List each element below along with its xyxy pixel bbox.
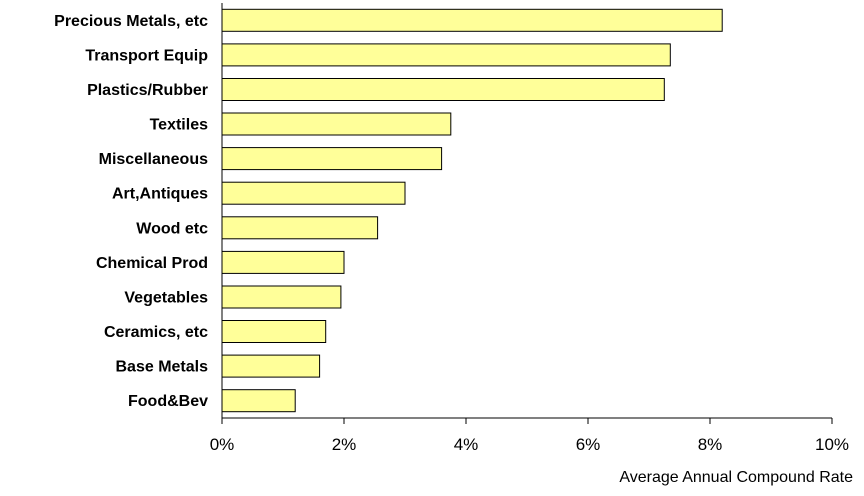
bar bbox=[221, 285, 342, 309]
category-label: Art,Antiques bbox=[112, 186, 208, 203]
x-tick-label: 10% bbox=[815, 435, 849, 454]
bar-group bbox=[221, 8, 723, 413]
bar bbox=[221, 8, 723, 32]
bar bbox=[221, 320, 327, 343]
bar bbox=[221, 43, 671, 67]
category-label: Miscellaneous bbox=[99, 151, 208, 168]
x-tick-label: 6% bbox=[576, 435, 601, 454]
bar bbox=[221, 216, 379, 240]
bar bbox=[221, 147, 443, 171]
bar bbox=[221, 112, 452, 136]
category-label: Base Metals bbox=[116, 359, 209, 376]
bar bbox=[221, 354, 321, 378]
x-tick-label: 2% bbox=[332, 435, 357, 454]
x-tick-label: 4% bbox=[454, 435, 479, 454]
category-labels: Precious Metals, etc Transport Equip Plast… bbox=[54, 13, 208, 410]
category-label: Precious Metals, etc bbox=[54, 13, 208, 30]
bar bbox=[221, 78, 665, 101]
bar bbox=[221, 181, 406, 205]
category-label: Plastics/Rubber bbox=[87, 82, 208, 99]
category-label: Chemical Prod bbox=[96, 255, 208, 272]
category-label: Ceramics, etc bbox=[104, 324, 208, 341]
category-label: Vegetables bbox=[124, 290, 208, 307]
x-tick-label: 8% bbox=[698, 435, 723, 454]
category-label: Transport Equip bbox=[85, 47, 208, 64]
category-label: Wood etc bbox=[136, 220, 208, 237]
bar bbox=[221, 250, 345, 274]
category-label: Food&Bev bbox=[128, 393, 208, 410]
bar bbox=[221, 389, 296, 413]
category-label: Textiles bbox=[150, 117, 209, 134]
x-axis-title: Average Annual Compound Rate bbox=[619, 469, 853, 486]
x-tick-group: 0% 2% 4% 6% 8% 10% bbox=[210, 418, 849, 454]
x-tick-label: 0% bbox=[210, 435, 235, 454]
